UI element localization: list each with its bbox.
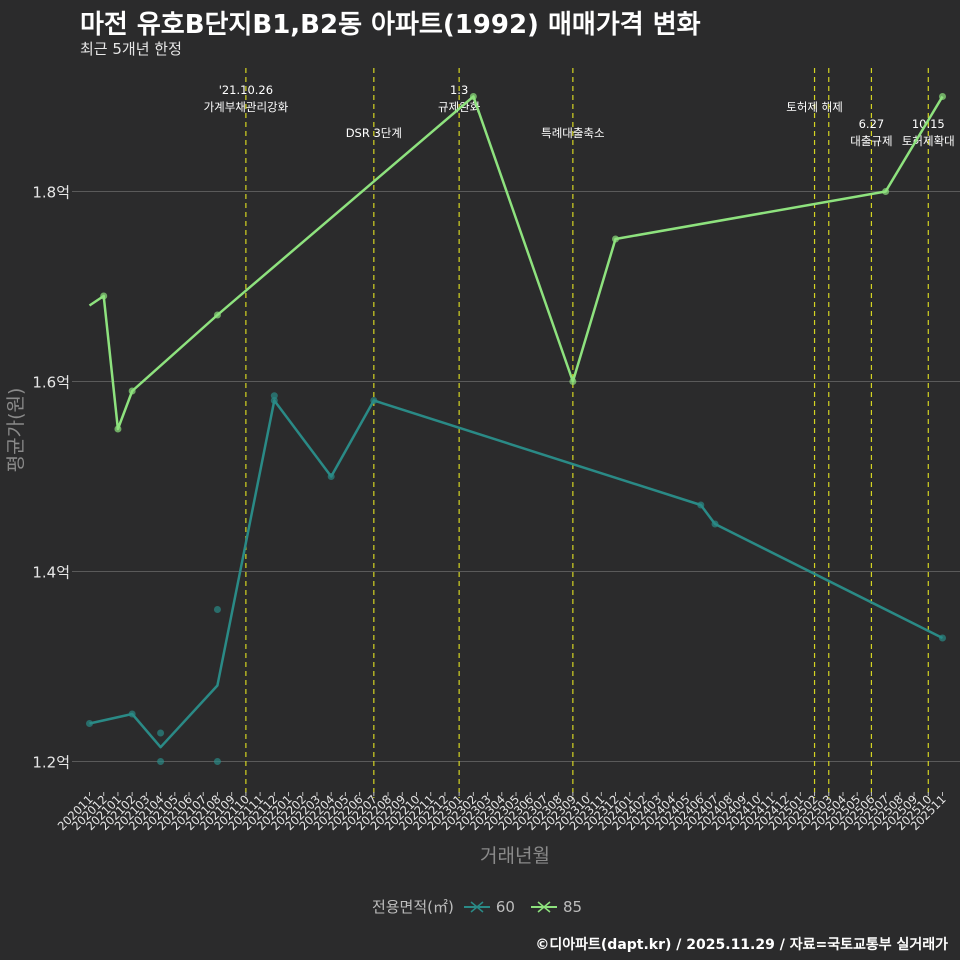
y-axis-label: 평균가(원) — [5, 388, 27, 473]
data-point-85 — [612, 235, 620, 243]
grid-lines — [72, 191, 960, 762]
x-axis: 2020112020122021012021022021032021042021… — [55, 792, 949, 833]
legend-item-60: 60 — [462, 898, 521, 916]
y-tick-label: 1.6억 — [32, 374, 70, 392]
data-point-60 — [128, 710, 136, 718]
policy-label-text: 특례대출축소 — [541, 126, 604, 140]
data-point-85 — [569, 378, 577, 385]
chart-subtitle: 최근 5개년 한정 — [80, 40, 182, 58]
legend-title: 전용면적(㎡) — [371, 898, 454, 916]
legend-label-85: 85 — [562, 897, 583, 916]
y-axis: 1.2억 1.4억 1.6억 1.8억 — [32, 184, 70, 772]
series-line-60 — [89, 399, 944, 749]
data-point-60 — [697, 501, 705, 509]
legend-label-60: 60 — [495, 897, 515, 916]
policy-label-date: '21.10.26 — [219, 83, 273, 97]
chart-title: 마전 유호B단지B1,B2동 아파트(1992) 매매가격 변화 — [80, 10, 701, 40]
data-point-60 — [213, 758, 221, 765]
line-chart: 1.2억 1.4억 1.6억 1.8억 '21.10.26 가계부채관리강화 DSR 3단… — [5, 68, 960, 867]
legend-swatch-85 — [530, 900, 557, 913]
policy-label-date: 10.15 — [912, 117, 945, 131]
data-point-60 — [157, 758, 165, 765]
data-point-85 — [100, 292, 108, 300]
data-point-60 — [370, 397, 378, 404]
policy-label-text: 가계부채관리강화 — [204, 100, 289, 114]
data-point-60 — [711, 520, 719, 528]
policy-label-date: 6.27 — [859, 117, 885, 131]
series-group — [86, 93, 946, 765]
policy-label-text: DSR 3단계 — [346, 126, 402, 140]
y-tick-label: 1.4억 — [32, 564, 70, 582]
data-point-60 — [270, 397, 278, 404]
data-point-85 — [882, 188, 890, 195]
legend-item-85: 85 — [529, 898, 588, 916]
x-axis-label: 거래년월 — [480, 845, 550, 867]
source-caption: ©디아파트(dapt.kr) / 2025.11.29 / 자료=국토교통부 실… — [535, 937, 948, 953]
data-point-60 — [86, 720, 93, 727]
legend: 전용면적(㎡) 60 85 — [0, 896, 960, 917]
legend-swatch-60 — [463, 900, 490, 913]
policy-label-date: 1.3 — [450, 83, 468, 97]
data-point-60 — [213, 606, 221, 613]
policy-label-text: 대출규제 — [850, 134, 892, 148]
data-point-85 — [939, 93, 946, 100]
data-point-85 — [128, 387, 136, 395]
data-point-85 — [114, 425, 122, 433]
series-line-85 — [88, 95, 944, 431]
data-point-60 — [327, 473, 335, 480]
y-tick-label: 1.8억 — [32, 184, 70, 202]
data-point-60 — [157, 729, 165, 737]
policy-label-text: 토허제 해제 — [786, 100, 843, 114]
data-point-60 — [939, 634, 946, 642]
policy-label-text: 토허제확대 — [902, 134, 955, 148]
y-tick-label: 1.2억 — [32, 754, 70, 772]
data-point-85 — [469, 93, 477, 100]
data-point-85 — [213, 311, 221, 319]
